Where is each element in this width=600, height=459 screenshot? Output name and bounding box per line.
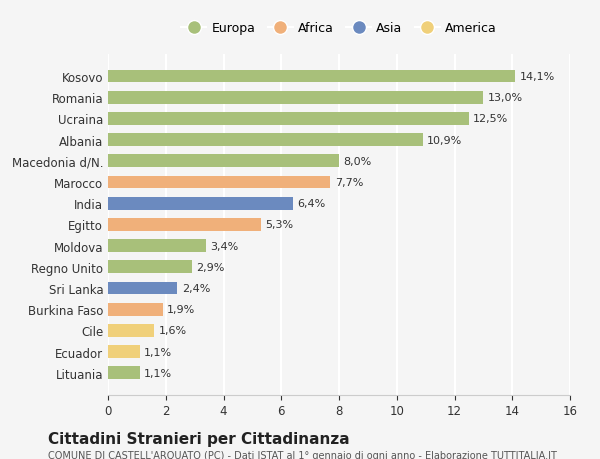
Text: 5,3%: 5,3% [265, 220, 293, 230]
Text: COMUNE DI CASTELL'ARQUATO (PC) - Dati ISTAT al 1° gennaio di ogni anno - Elabora: COMUNE DI CASTELL'ARQUATO (PC) - Dati IS… [48, 450, 557, 459]
Bar [108, 303, 163, 316]
Text: 14,1%: 14,1% [520, 72, 555, 82]
Text: 1,1%: 1,1% [144, 368, 172, 378]
Legend: Europa, Africa, Asia, America: Europa, Africa, Asia, America [176, 17, 502, 40]
Bar [108, 240, 206, 252]
Bar [108, 346, 140, 358]
Bar [108, 218, 261, 231]
Bar [108, 92, 484, 104]
Text: Cittadini Stranieri per Cittadinanza: Cittadini Stranieri per Cittadinanza [48, 431, 350, 447]
Bar [108, 261, 192, 274]
Text: 3,4%: 3,4% [211, 241, 239, 251]
Bar [108, 325, 154, 337]
Bar [108, 134, 423, 147]
Text: 2,4%: 2,4% [182, 283, 210, 293]
Bar [108, 71, 515, 83]
Bar [108, 367, 140, 379]
Text: 1,1%: 1,1% [144, 347, 172, 357]
Text: 1,6%: 1,6% [158, 326, 187, 336]
Text: 13,0%: 13,0% [488, 93, 523, 103]
Bar [108, 113, 469, 125]
Bar [108, 155, 339, 168]
Text: 8,0%: 8,0% [343, 157, 371, 167]
Text: 2,9%: 2,9% [196, 262, 224, 272]
Bar [108, 282, 178, 295]
Text: 7,7%: 7,7% [335, 178, 363, 188]
Bar [108, 176, 331, 189]
Bar [108, 197, 293, 210]
Text: 6,4%: 6,4% [297, 199, 325, 209]
Text: 1,9%: 1,9% [167, 304, 196, 314]
Text: 10,9%: 10,9% [427, 135, 463, 146]
Text: 12,5%: 12,5% [473, 114, 509, 124]
